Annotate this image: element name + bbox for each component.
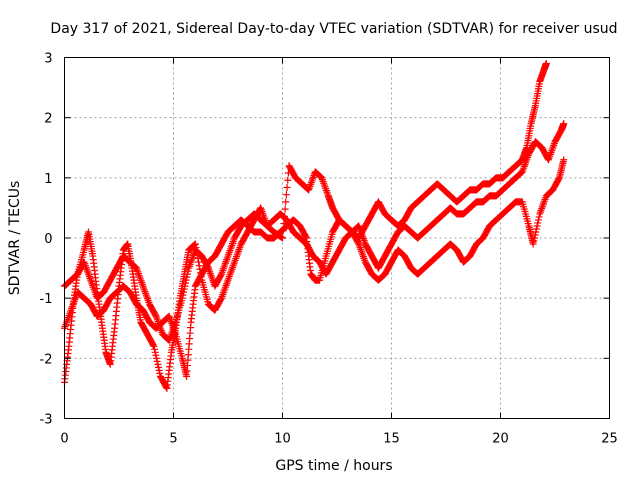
series-track-c bbox=[61, 156, 568, 380]
data-point bbox=[282, 198, 290, 206]
data-point bbox=[532, 228, 540, 236]
data-point bbox=[283, 183, 291, 191]
data-point bbox=[282, 191, 290, 199]
data-point bbox=[531, 231, 539, 239]
data-point bbox=[279, 234, 286, 242]
data-point bbox=[151, 345, 159, 353]
data-point bbox=[151, 348, 159, 356]
data-point bbox=[533, 222, 541, 230]
data-point bbox=[191, 241, 199, 249]
chart-title: Day 317 of 2021, Sidereal Day-to-day VTE… bbox=[50, 21, 617, 37]
data-point bbox=[156, 369, 164, 377]
data-point bbox=[217, 271, 225, 279]
data-point bbox=[284, 176, 292, 184]
series-track-a bbox=[61, 60, 550, 392]
data-point bbox=[354, 239, 362, 247]
data-point bbox=[281, 205, 289, 213]
data-point bbox=[302, 233, 310, 241]
x-tick-label: 0 bbox=[60, 432, 68, 447]
data-point bbox=[532, 225, 540, 233]
data-point bbox=[195, 258, 203, 266]
y-axis-label: SDTVAR / TECUs bbox=[7, 181, 23, 296]
data-point bbox=[560, 156, 568, 164]
data-point bbox=[183, 273, 191, 281]
y-tick-label: 0 bbox=[44, 232, 52, 247]
data-point bbox=[531, 234, 539, 242]
data-point bbox=[179, 291, 187, 299]
data-point bbox=[178, 294, 186, 302]
x-tick-label: 10 bbox=[274, 432, 291, 447]
x-tick-label: 15 bbox=[383, 432, 400, 447]
data-point bbox=[151, 311, 159, 319]
data-point bbox=[195, 262, 203, 270]
data-point bbox=[150, 342, 158, 350]
data-point bbox=[534, 219, 542, 227]
data-point bbox=[529, 240, 537, 248]
y-tick-label: -1 bbox=[40, 292, 53, 307]
axis-ticks: 0 5 10 15 20 25 -3 -2 -1 0 1 2 3 bbox=[40, 52, 618, 447]
y-tick-label: -3 bbox=[40, 413, 53, 428]
y-tick-label: -2 bbox=[40, 352, 53, 367]
data-point bbox=[555, 175, 563, 183]
data-point bbox=[149, 341, 157, 349]
data-point bbox=[152, 354, 160, 362]
y-tick-label: 2 bbox=[44, 112, 52, 127]
y-tick-label: 1 bbox=[44, 172, 52, 187]
data-point bbox=[180, 288, 188, 296]
data-point bbox=[217, 295, 225, 303]
data-point bbox=[542, 60, 550, 68]
data-point bbox=[154, 363, 162, 371]
data-point bbox=[534, 216, 542, 224]
data-point bbox=[154, 360, 162, 368]
data-point bbox=[182, 276, 190, 284]
data-series bbox=[61, 60, 568, 392]
data-point bbox=[184, 267, 192, 275]
data-point bbox=[181, 279, 189, 287]
data-point bbox=[181, 282, 189, 290]
data-point bbox=[183, 270, 191, 278]
data-point bbox=[180, 285, 188, 293]
data-point bbox=[152, 351, 160, 359]
data-point bbox=[530, 237, 538, 245]
y-tick-label: 3 bbox=[44, 52, 52, 67]
data-point bbox=[153, 357, 161, 365]
x-tick-label: 20 bbox=[492, 432, 509, 447]
data-point bbox=[191, 240, 199, 248]
data-point bbox=[278, 233, 286, 241]
x-tick-label: 5 bbox=[169, 432, 177, 447]
x-tick-label: 25 bbox=[601, 432, 618, 447]
data-point bbox=[560, 120, 568, 128]
x-axis-label: GPS time / hours bbox=[275, 458, 392, 474]
data-point bbox=[155, 366, 163, 374]
data-point bbox=[535, 213, 543, 221]
series-track-b bbox=[61, 120, 568, 344]
